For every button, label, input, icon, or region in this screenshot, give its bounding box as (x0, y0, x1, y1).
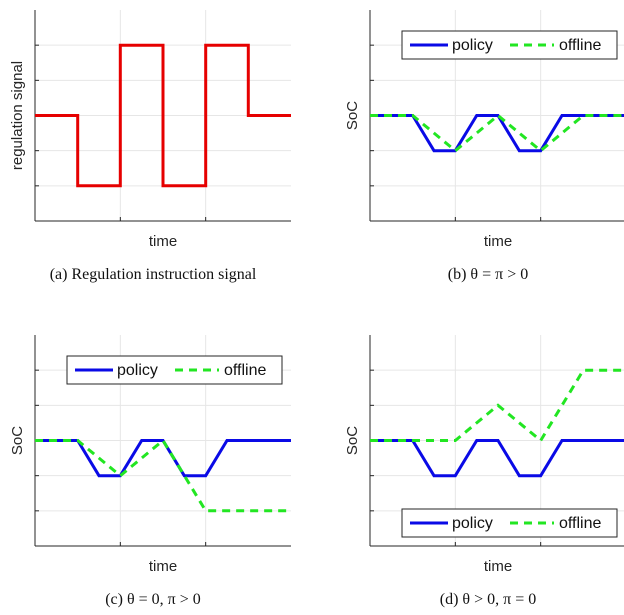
legend-label-policy: policy (452, 37, 493, 54)
chart-panel-1: time regulation signal (a) Regulation inst… (9, 10, 291, 283)
x-axis-label: time (149, 558, 177, 575)
y-axis-label: regulation signal (9, 61, 26, 170)
legend-label-offline: offline (559, 515, 602, 532)
series-line-policy (35, 439, 291, 478)
chart-panel-3: time SoC (c) θ = 0, π > 0 policy offline (9, 335, 291, 608)
legend-label-offline: offline (224, 362, 267, 379)
caption: (a) Regulation instruction signal (50, 266, 257, 283)
legend-label-offline: offline (559, 37, 602, 54)
legend: policy offline (401, 30, 618, 60)
y-axis-label: SoC (9, 426, 26, 455)
series-line-policy (370, 114, 624, 153)
y-axis-label: SoC (344, 101, 361, 130)
series-line-offline (370, 113, 624, 153)
series-line-offline (370, 368, 624, 443)
legend-label-policy: policy (117, 362, 158, 379)
x-axis-label: time (149, 233, 177, 250)
y-axis-label: SoC (344, 426, 361, 455)
legend: policy offline (66, 355, 283, 385)
x-axis-label: time (484, 233, 512, 250)
caption: (b) θ = π > 0 (448, 266, 528, 283)
chart-panel-2: time SoC (b) θ = π > 0 policy offline (344, 10, 624, 283)
series-line-signal (35, 43, 291, 188)
series-line-policy (370, 439, 624, 478)
legend-label-policy: policy (452, 515, 493, 532)
chart-panel-4: time SoC (d) θ > 0, π = 0 policy offline (344, 335, 624, 608)
x-axis-label: time (484, 558, 512, 575)
legend: policy offline (401, 508, 618, 538)
caption: (d) θ > 0, π = 0 (440, 591, 536, 608)
caption: (c) θ = 0, π > 0 (105, 591, 201, 608)
series-line-offline (35, 438, 291, 513)
